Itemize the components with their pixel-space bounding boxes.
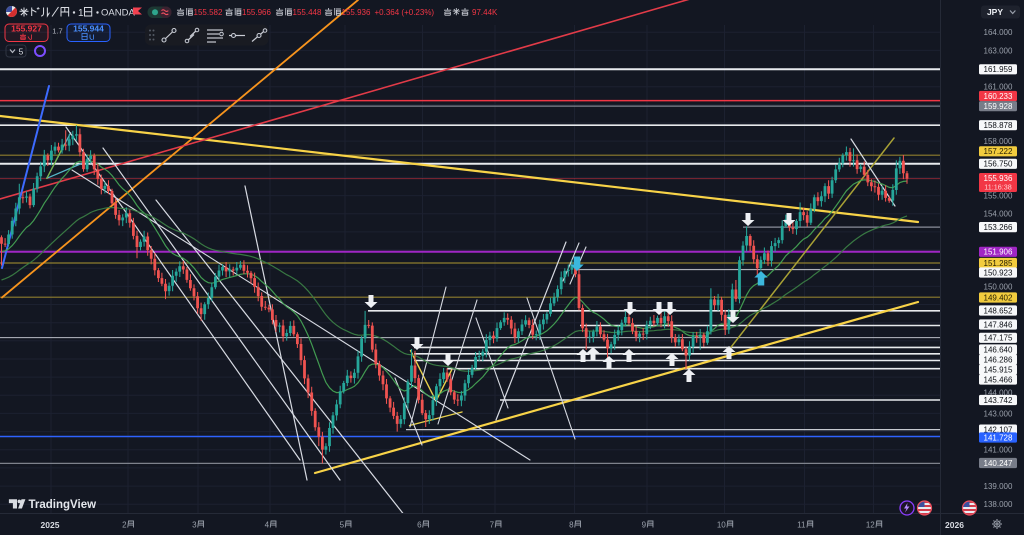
- svg-text:9: 9: [642, 521, 647, 530]
- svg-text:8: 8: [569, 521, 574, 530]
- svg-text:12: 12: [866, 521, 875, 530]
- svg-text:2: 2: [122, 521, 127, 530]
- svg-text:10: 10: [717, 521, 726, 530]
- svg-text:158.000: 158.000: [984, 137, 1013, 146]
- svg-text:1: 1: [78, 8, 84, 19]
- svg-text:5: 5: [19, 47, 24, 57]
- svg-text:141.000: 141.000: [984, 446, 1013, 455]
- svg-text:142.107: 142.107: [984, 426, 1013, 435]
- svg-text:147.846: 147.846: [984, 320, 1013, 329]
- svg-text:155.936: 155.936: [342, 8, 371, 17]
- svg-text:4: 4: [265, 521, 270, 530]
- svg-text:161.959: 161.959: [984, 65, 1013, 74]
- svg-text:155.927: 155.927: [11, 24, 42, 34]
- svg-text:143.742: 143.742: [984, 396, 1013, 405]
- svg-text:7: 7: [490, 521, 495, 530]
- svg-text:144.000: 144.000: [984, 388, 1013, 397]
- svg-text:11:16:38: 11:16:38: [984, 183, 1011, 192]
- svg-text:160.233: 160.233: [984, 92, 1013, 101]
- svg-text:151.906: 151.906: [984, 248, 1013, 257]
- svg-text:155.966: 155.966: [242, 8, 271, 17]
- svg-text:161.000: 161.000: [984, 83, 1013, 92]
- svg-text:151.285: 151.285: [984, 259, 1013, 268]
- svg-text:6: 6: [417, 521, 422, 530]
- svg-text:145.915: 145.915: [984, 365, 1013, 374]
- svg-text:141.728: 141.728: [984, 433, 1013, 442]
- svg-text:155.944: 155.944: [73, 24, 104, 34]
- svg-text:164.000: 164.000: [984, 28, 1013, 37]
- svg-text:140.247: 140.247: [984, 459, 1013, 468]
- svg-text:143.000: 143.000: [984, 409, 1013, 418]
- svg-text:155.000: 155.000: [984, 192, 1013, 201]
- svg-text:5: 5: [340, 521, 345, 530]
- svg-text:153.266: 153.266: [984, 223, 1013, 232]
- svg-text:138.000: 138.000: [984, 500, 1013, 509]
- svg-text:156.750: 156.750: [984, 160, 1013, 169]
- svg-text:154.000: 154.000: [984, 210, 1013, 219]
- svg-text:163.000: 163.000: [984, 46, 1013, 55]
- svg-text:TradingView: TradingView: [29, 499, 97, 511]
- svg-text:OANDA: OANDA: [101, 8, 135, 19]
- svg-text:147.175: 147.175: [984, 334, 1013, 343]
- svg-text:150.000: 150.000: [984, 282, 1013, 291]
- svg-text:1.7: 1.7: [52, 27, 62, 36]
- svg-text:139.000: 139.000: [984, 482, 1013, 491]
- svg-text:155.448: 155.448: [293, 8, 322, 17]
- svg-text:158.878: 158.878: [984, 121, 1013, 130]
- svg-text:145.466: 145.466: [984, 375, 1013, 384]
- svg-text:JPY: JPY: [987, 7, 1003, 17]
- svg-text:146.286: 146.286: [984, 355, 1013, 364]
- svg-text:+0.364 (+0.23%): +0.364 (+0.23%): [375, 8, 435, 17]
- svg-text:155.936: 155.936: [984, 174, 1013, 183]
- svg-text:97.44K: 97.44K: [472, 8, 498, 17]
- svg-text:11: 11: [797, 521, 806, 530]
- svg-text:159.928: 159.928: [984, 102, 1013, 111]
- svg-text:2026: 2026: [945, 520, 964, 530]
- svg-text:157.222: 157.222: [984, 147, 1013, 156]
- svg-text:155.582: 155.582: [194, 8, 223, 17]
- svg-text:149.402: 149.402: [984, 293, 1013, 302]
- svg-text:148.652: 148.652: [984, 306, 1013, 315]
- svg-text:2025: 2025: [41, 520, 60, 530]
- svg-text:146.640: 146.640: [984, 345, 1013, 354]
- svg-text:150.923: 150.923: [984, 268, 1013, 277]
- svg-text:3: 3: [192, 521, 197, 530]
